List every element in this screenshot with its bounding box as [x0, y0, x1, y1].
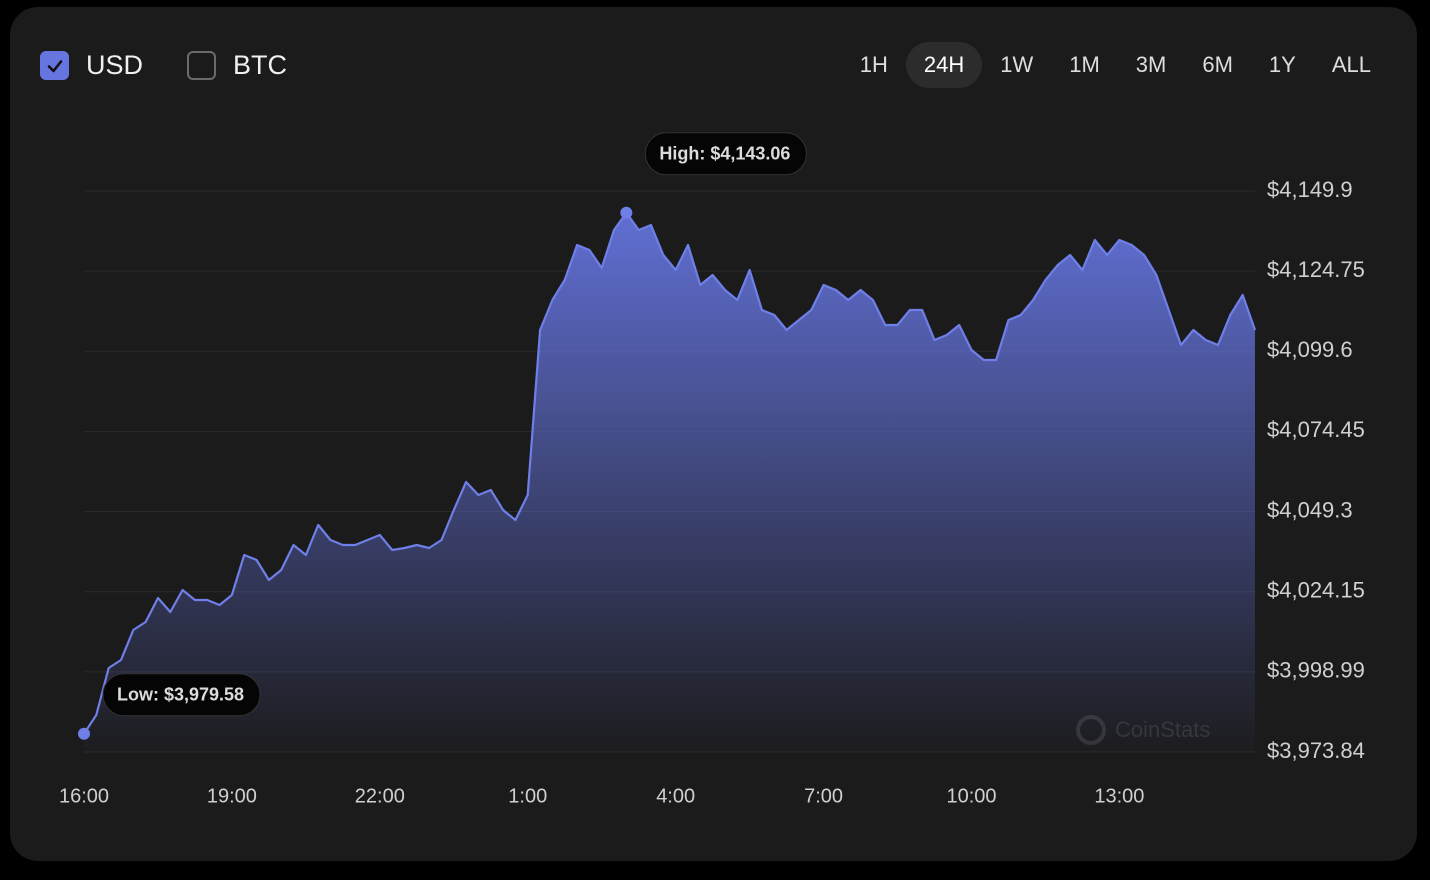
- y-tick-label: $4,049.3: [1267, 497, 1353, 522]
- x-tick-label: 16:00: [59, 785, 109, 807]
- x-tick-label: 4:00: [656, 785, 695, 807]
- x-tick-label: 22:00: [355, 785, 405, 807]
- x-tick-label: 19:00: [207, 785, 257, 807]
- price-line: [83, 211, 1257, 735]
- range-button[interactable]: 3M: [1135, 52, 1167, 77]
- btc-checkbox[interactable]: BTC: [187, 50, 287, 81]
- range-button[interactable]: 24H: [905, 42, 983, 88]
- tooltip-text: High: $4,143.06: [659, 144, 790, 164]
- tooltip-bg: [102, 673, 261, 717]
- area-fill: [84, 212, 1255, 753]
- y-tick-label: $4,124.75: [1267, 257, 1365, 282]
- range-button[interactable]: 6M: [1202, 52, 1233, 77]
- low-tooltip: Low: $3,979.58: [102, 673, 261, 717]
- range-button[interactable]: 1H: [859, 52, 888, 77]
- checkbox-box[interactable]: [187, 51, 216, 80]
- x-tick-label: 7:00: [804, 785, 843, 807]
- y-tick-label: $4,099.6: [1267, 337, 1353, 362]
- x-tick-label: 10:00: [946, 785, 996, 807]
- y-tick-label: $3,998.99: [1267, 658, 1365, 683]
- range-button[interactable]: 1M: [1069, 52, 1100, 77]
- check-icon: [47, 59, 62, 72]
- checkbox-label[interactable]: BTC: [233, 50, 287, 80]
- high-tooltip: High: $4,143.06: [644, 132, 807, 176]
- x-tick-label: 13:00: [1094, 785, 1144, 807]
- y-tick-label: $4,074.45: [1267, 417, 1365, 442]
- tooltip-text: Low: $3,979.58: [117, 684, 244, 704]
- checkbox-box[interactable]: [40, 51, 69, 80]
- high-marker: [620, 206, 633, 219]
- y-tick-label: $3,973.84: [1267, 738, 1365, 763]
- x-tick-label: 1:00: [508, 785, 547, 807]
- y-tick-label: $4,024.15: [1267, 578, 1365, 603]
- range-button[interactable]: ALL: [1331, 52, 1371, 77]
- y-tick-label: $4,149.9: [1267, 177, 1353, 202]
- range-button[interactable]: 1Y: [1268, 52, 1296, 77]
- range-selector: 1H 24H 1W 1M 3M 6M 1Y ALL: [842, 42, 1389, 88]
- range-button[interactable]: 1W: [1000, 52, 1034, 77]
- tooltip-bg: [644, 132, 807, 176]
- low-marker: [78, 727, 90, 740]
- checkbox-label[interactable]: USD: [86, 50, 144, 80]
- usd-checkbox[interactable]: USD: [40, 50, 143, 81]
